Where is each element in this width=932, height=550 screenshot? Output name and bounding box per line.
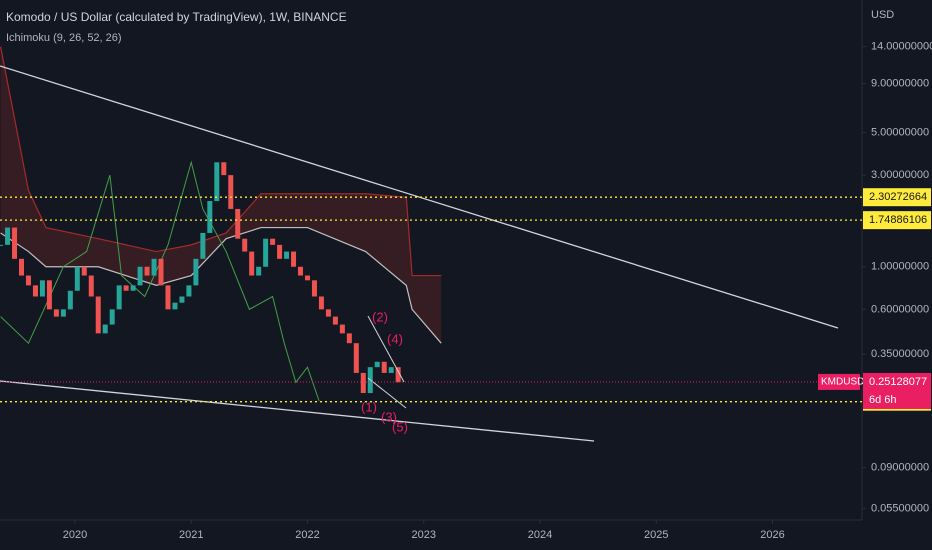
candle [95, 296, 101, 334]
candle [311, 280, 317, 297]
candle [179, 296, 185, 303]
candle [277, 244, 283, 259]
candle [221, 162, 227, 176]
x-tick-label: 2024 [528, 529, 552, 541]
candle [88, 275, 94, 297]
y-tick-label: 1.00000000 [871, 261, 929, 273]
candle [332, 316, 338, 325]
candle [60, 309, 66, 317]
candle [32, 285, 38, 297]
y-axis-label: USD [871, 9, 894, 21]
candle [249, 251, 255, 276]
candle [74, 266, 80, 291]
y-tick-label: 0.60000000 [871, 303, 929, 315]
lagging-span [0, 160, 320, 402]
candle [67, 290, 73, 310]
candle [123, 285, 129, 291]
candle [137, 266, 143, 286]
x-tick-label: 2026 [760, 529, 784, 541]
candle [116, 285, 122, 310]
candle [339, 324, 345, 334]
candle [39, 280, 45, 297]
candle [353, 343, 359, 373]
candle [291, 251, 297, 267]
wave-label: (4) [387, 331, 403, 346]
candle [256, 266, 262, 276]
wave-label: (2) [372, 309, 388, 324]
trendline [0, 380, 595, 442]
candle [284, 251, 290, 259]
level-label: 1.74886106 [869, 214, 927, 226]
price-box [863, 372, 931, 409]
candle [228, 175, 234, 209]
y-tick-label: 9.00000000 [871, 77, 929, 89]
y-tick-label: 5.00000000 [871, 126, 929, 138]
candle [5, 227, 11, 245]
candle [360, 372, 366, 394]
indicator-label: Ichimoku (9, 26, 52, 26) [6, 32, 122, 44]
candle [263, 238, 269, 267]
x-tick-label: 2022 [295, 529, 319, 541]
candle [193, 258, 199, 286]
y-tick-label: 0.09000000 [871, 461, 929, 473]
x-tick-label: 2025 [644, 529, 668, 541]
symbol-box [818, 373, 860, 390]
y-tick-label: 3.00000000 [871, 169, 929, 181]
candle [144, 266, 150, 276]
x-tick-label: 2020 [63, 529, 87, 541]
level-label-box [863, 211, 931, 230]
candle [102, 324, 108, 334]
candle [0, 244, 4, 246]
candle [25, 275, 31, 286]
candle [53, 309, 59, 317]
candle [298, 266, 304, 276]
wave-label: (5) [392, 419, 408, 434]
candle [325, 309, 331, 317]
y-tick-label: 0.05500000 [871, 503, 929, 515]
candle [381, 361, 387, 373]
candle [46, 280, 52, 310]
candle [151, 258, 157, 276]
level-label-box [863, 188, 931, 207]
candle [186, 285, 192, 297]
candle [12, 227, 18, 259]
cloud-lower [0, 226, 442, 344]
symbol-label: KMDUSD [821, 377, 864, 388]
price-label: 0.25128077 [869, 376, 927, 388]
trendline [0, 65, 839, 329]
candle [214, 162, 220, 202]
candle [270, 238, 276, 245]
x-tick-label: 2021 [179, 529, 203, 541]
wave-label: (1) [361, 399, 377, 414]
y-tick-label: 14.00000000 [871, 41, 932, 53]
candle [318, 296, 324, 310]
wave-label: (3) [381, 409, 397, 424]
candle [130, 285, 136, 291]
candle [242, 238, 248, 252]
ichimoku-cloud [0, 46, 442, 344]
candle [235, 208, 241, 239]
wave-line [367, 315, 405, 383]
candle [304, 275, 310, 281]
countdown: 6d 6h [869, 394, 897, 406]
candle [346, 333, 352, 344]
wave-line [367, 377, 407, 409]
y-tick-label: 0.35000000 [871, 348, 929, 360]
candle [200, 232, 206, 259]
x-tick-label: 2023 [411, 529, 435, 541]
candle [388, 367, 394, 373]
candle [165, 285, 171, 310]
candle [374, 361, 380, 368]
candle [207, 201, 213, 233]
level-label: 2.30272664 [869, 191, 927, 203]
candle [81, 266, 87, 276]
candle [109, 309, 115, 325]
chart-title: Komodo / US Dollar (calculated by Tradin… [6, 10, 347, 24]
candle [395, 367, 401, 383]
candle [158, 258, 164, 286]
candle [172, 302, 178, 310]
candle [19, 258, 25, 276]
